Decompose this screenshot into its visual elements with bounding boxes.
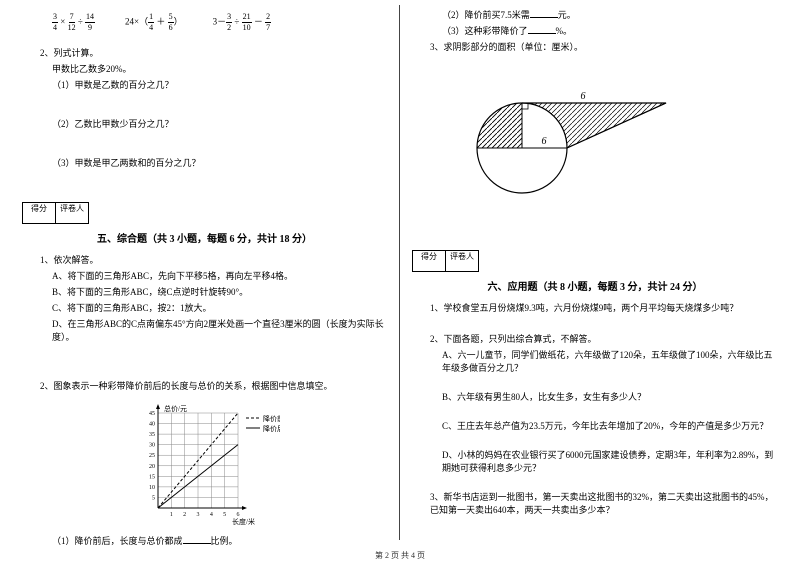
svg-text:总价/元: 总价/元 xyxy=(164,404,187,413)
svg-text:30: 30 xyxy=(149,443,155,449)
right-column: （2）降价前买7.5米需 元。 （3）这种彩带降价了 %。 3、求阴影部分的面积（单… xyxy=(400,5,790,540)
q3-title: 3、求阴影部分的面积（单位：厘米）。 xyxy=(430,40,778,53)
r-top-3-prefix: （3）这种彩带降价了 xyxy=(442,26,528,36)
score-box: 得分 评卷人 xyxy=(22,202,387,224)
q2-title: 2、列式计算。 xyxy=(40,46,387,59)
price-chart: 12345651015202530354045总价/元长度/米降价前降价后 xyxy=(130,398,280,530)
score-box-2: 得分 评卷人 xyxy=(412,250,778,272)
q6-2-c: C、王庄去年总产值为23.5万元，今年比去年增加了20%，今年的产值是多少万元？ xyxy=(442,419,778,432)
svg-text:45: 45 xyxy=(149,411,155,417)
q5-2-sub1-prefix: （1）降价前后，长度与总价都成 xyxy=(52,536,183,546)
geometry-svg: 66 xyxy=(442,63,722,203)
left-column: 34 × 712 ÷ 149 24×（14 ＋ 56） 3－32 ÷ 2110 … xyxy=(10,5,400,540)
section-6-title: 六、应用题（共 8 小题，每题 3 分，共计 24 分） xyxy=(412,278,778,293)
blank-field[interactable] xyxy=(528,24,556,34)
q5-1-c: C、将下面的三角形ABC，按2：1放大。 xyxy=(52,301,387,314)
section-5-title: 五、综合题（共 3 小题，每题 6 分，共计 18 分） xyxy=(22,230,387,245)
r-top-3: （3）这种彩带降价了 %。 xyxy=(442,24,778,37)
q2-sub: 甲数比乙数多20%。 xyxy=(52,62,387,75)
r-top-2-prefix: （2）降价前买7.5米需 xyxy=(442,10,530,20)
score-label: 得分 xyxy=(22,202,56,224)
svg-text:1: 1 xyxy=(169,512,172,518)
score-label: 得分 xyxy=(412,250,446,272)
q6-2-d: D、小林的妈妈在农业银行买了6000元国家建设债券，定期3年，年利率为2.89%… xyxy=(442,448,778,474)
svg-text:5: 5 xyxy=(152,495,155,501)
page-container: 34 × 712 ÷ 149 24×（14 ＋ 56） 3－32 ÷ 2110 … xyxy=(0,0,800,540)
q5-1-d: D、在三角形ABC的C点南偏东45°方向2厘米处画一个直径3厘米的圆（长度为实际… xyxy=(52,317,387,343)
formula-3: 3－32 ÷ 2110 － 27 xyxy=(213,13,271,32)
svg-text:3: 3 xyxy=(196,512,199,518)
r-top-3-suffix: %。 xyxy=(556,26,573,36)
q5-1-title: 1、依次解答。 xyxy=(40,253,387,266)
r-top-2-suffix: 元。 xyxy=(558,10,576,20)
q5-1-b: B、将下面的三角形ABC，绕C点逆时针旋转90°。 xyxy=(52,285,387,298)
q5-1-a: A、将下面的三角形ABC，先向下平移5格，再向左平移4格。 xyxy=(52,269,387,282)
grader-label: 评卷人 xyxy=(445,250,479,272)
q6-2-b: B、六年级有男生80人，比女生多，女生有多少人？ xyxy=(442,390,778,403)
q5-2-sub1: （1）降价前后，长度与总价都成 比例。 xyxy=(52,534,387,547)
svg-text:2: 2 xyxy=(183,512,186,518)
svg-text:6: 6 xyxy=(581,91,586,102)
r-top-2: （2）降价前买7.5米需 元。 xyxy=(442,8,778,21)
q2-item-1: （1）甲数是乙数的百分之几？ xyxy=(52,78,387,91)
q6-3: 3、新华书店运到一批图书，第一天卖出这批图书的32%，第二天卖出这批图书的45%… xyxy=(430,490,778,516)
blank-field[interactable] xyxy=(530,8,558,18)
svg-text:20: 20 xyxy=(149,464,155,470)
q2-item-2: （2）乙数比甲数少百分之几？ xyxy=(52,117,387,130)
q5-2-title: 2、图象表示一种彩带降价前后的长度与总价的关系，根据图中信息填空。 xyxy=(40,379,387,392)
q6-1: 1、学校食堂五月份烧煤9.3吨，六月份烧煤9吨，两个月平均每天烧煤多少吨？ xyxy=(430,301,778,314)
formula-1: 34 × 712 ÷ 149 xyxy=(52,13,95,32)
q6-2-a: A、六一儿童节，同学们做纸花，六年级做了120朵，五年级做了100朵，六年级比五… xyxy=(442,348,778,374)
svg-text:降价后: 降价后 xyxy=(263,424,280,433)
formula-row: 34 × 712 ÷ 149 24×（14 ＋ 56） 3－32 ÷ 2110 … xyxy=(52,13,387,32)
q5-2-sub1-suffix: 比例。 xyxy=(211,536,238,546)
svg-text:15: 15 xyxy=(149,474,155,480)
svg-text:5: 5 xyxy=(223,512,226,518)
geometry-figure: 66 xyxy=(442,63,778,205)
svg-text:降价前: 降价前 xyxy=(263,414,280,423)
q6-2-title: 2、下面各题，只列出综合算式，不解答。 xyxy=(430,332,778,345)
q2-item-3: （3）甲数是甲乙两数和的百分之几？ xyxy=(52,156,387,169)
svg-text:长度/米: 长度/米 xyxy=(232,517,255,526)
chart-svg: 12345651015202530354045总价/元长度/米降价前降价后 xyxy=(130,398,280,528)
svg-text:6: 6 xyxy=(542,136,547,147)
page-footer: 第 2 页 共 4 页 xyxy=(0,550,800,561)
svg-text:35: 35 xyxy=(149,432,155,438)
svg-text:4: 4 xyxy=(209,512,212,518)
svg-text:10: 10 xyxy=(149,485,155,491)
formula-2: 24×（14 ＋ 56） xyxy=(125,13,183,32)
svg-text:40: 40 xyxy=(149,422,155,428)
svg-text:25: 25 xyxy=(149,453,155,459)
blank-field[interactable] xyxy=(183,534,211,544)
grader-label: 评卷人 xyxy=(55,202,89,224)
